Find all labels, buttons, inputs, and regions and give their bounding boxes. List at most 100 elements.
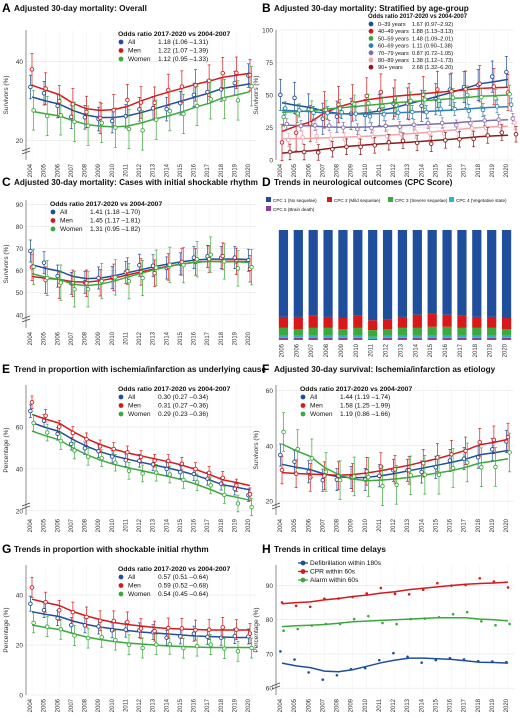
x-tick-label: 2013 [151,163,157,177]
legend-swatch [300,403,306,408]
data-point [97,618,103,624]
x-tick-label: 2018 [219,518,225,532]
panel-letter: E [2,362,10,376]
data-point [99,278,104,284]
bar-segment [382,230,393,320]
panel-letter: C [2,175,11,189]
legend-label: Men [128,48,141,55]
legend-label: All [60,209,68,216]
data-point [506,586,510,589]
legend-swatch [118,394,124,400]
bar-segment [353,230,363,316]
y-tick-label: 60 [16,424,24,431]
data-point [478,576,482,580]
panel-title: Trends in critical time delays [274,545,386,554]
panel-C: C Adjusted 30-day mortality: Cases with i… [2,175,258,345]
data-point [125,97,130,103]
axis-break [21,150,31,155]
x-tick-label: 2016 [192,331,198,345]
x-tick-label: 2009 [96,518,102,532]
x-tick-label: 2013 [405,518,411,532]
legend-or-value: 1.18 (1.06 –1.31) [158,39,208,46]
data-point [29,67,35,72]
data-point [70,609,76,615]
data-point [314,133,319,139]
bar-segment [278,337,289,340]
data-point [337,477,343,483]
data-point [28,601,33,606]
data-point [429,141,434,147]
x-tick-label: 2011 [369,343,375,357]
bar-segment [338,335,348,338]
x-tick-label: 2014 [164,331,170,345]
legend-swatch [118,411,124,417]
x-tick-label: 2011 [377,518,383,532]
data-point [423,617,427,620]
y-axis-label: Survivors (%) [3,244,10,283]
data-point [363,666,367,670]
data-point [462,658,466,661]
data-point [349,667,353,671]
y-tick-label: 75 [266,60,274,67]
x-tick-label: 2006 [306,518,312,532]
x-tick-label: 2011 [377,163,383,177]
data-point [464,583,467,587]
x-tick-label: 2007 [320,518,326,532]
data-point [450,584,453,587]
x-tick-label: 2016 [192,163,198,177]
x-tick-label: 2019 [232,331,238,345]
x-tick-label: 2016 [192,698,198,712]
bar-segment [457,335,467,338]
legend-or-value: 1.88 (1.13–3.13) [412,29,453,35]
data-point [249,504,254,510]
data-point [358,144,363,150]
x-tick-label: 2008 [335,163,341,177]
data-point [153,265,159,270]
x-tick-label: 2017 [205,698,211,712]
data-point [297,108,302,113]
legend-header: Odds ratio 2017-2020 vs 2004-2007 [118,31,230,38]
x-tick-label: 2019 [232,163,238,177]
data-point [31,108,36,113]
panel-title: Adjusted 30-day mortality: Overall [14,4,147,13]
bar-segment [308,327,318,336]
data-point [72,448,77,453]
data-point [126,468,132,474]
data-point [492,580,496,583]
data-point [153,642,159,647]
legend-header: Odds ratio 2017-2020 vs 2004-2007 [300,386,412,393]
x-tick-label: 2008 [335,698,341,712]
data-point [181,262,186,268]
bar-segment [427,313,437,327]
legend-swatch [449,197,454,202]
legend-label: Women [60,226,83,233]
x-tick-label: 2015 [433,698,439,712]
y-axis-label: Percentage (%) [253,607,260,652]
data-point [58,280,64,285]
x-tick-label: 2016 [448,163,454,177]
data-point [407,593,411,596]
data-point [153,470,159,475]
bar-segment [353,337,363,340]
x-tick-label: 2013 [151,698,157,712]
data-point [308,605,312,609]
x-tick-label: 2007 [69,331,75,345]
data-point [479,95,484,100]
panel-F: F Adjusted 30-day survival: Ischemia/infa… [253,362,514,532]
legend-swatch [368,28,374,34]
bar-segment [472,335,482,338]
panel-letter: H [262,542,271,556]
data-point [181,111,186,117]
bar-segment [308,230,318,316]
legend-swatch [118,591,124,597]
bar-segment [293,230,303,317]
x-tick-label: 2012 [137,163,143,177]
data-point [235,266,241,271]
x-tick-label: 2005 [292,163,298,177]
data-point [138,626,144,631]
x-tick-label: 2017 [462,163,468,177]
x-tick-label: 2010 [363,518,369,532]
data-point [125,450,130,455]
bar-segment [427,337,437,340]
x-tick-label: 2012 [384,343,390,357]
